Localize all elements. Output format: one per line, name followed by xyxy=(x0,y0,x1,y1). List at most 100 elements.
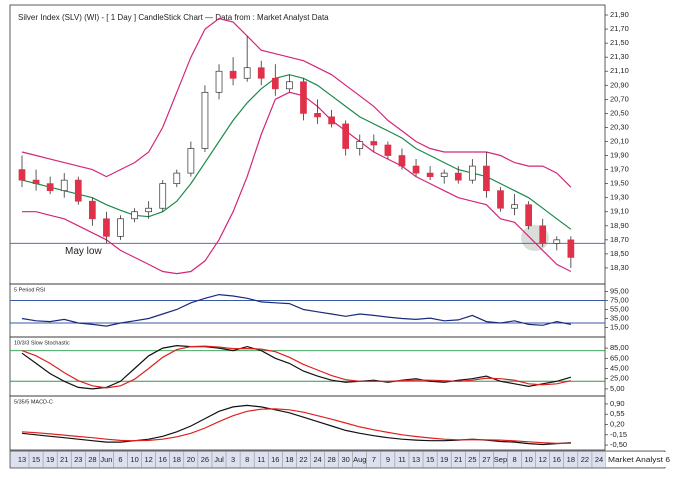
panel-title: 5/35/5 MACD-C xyxy=(14,399,53,405)
x-tick-label: 12 xyxy=(144,455,152,464)
candle-body xyxy=(60,179,68,192)
x-tick-label: 8 xyxy=(245,455,249,464)
x-tick-label: 16 xyxy=(553,455,561,464)
candle-body xyxy=(328,116,335,125)
x-tick-label: 21 xyxy=(454,455,462,464)
candle-body xyxy=(342,123,350,149)
series-line xyxy=(21,74,572,230)
candle-body xyxy=(314,113,321,118)
x-tick-label: 3 xyxy=(231,455,235,464)
y-tick-label: 85,00 xyxy=(610,343,629,352)
candle-body xyxy=(511,204,518,209)
candle-body xyxy=(286,81,293,90)
series-line xyxy=(21,17,572,188)
y-tick-label: 19,70 xyxy=(610,165,629,174)
x-tick-label: 18 xyxy=(285,455,293,464)
x-tick-label: 18 xyxy=(567,455,575,464)
y-tick-label: 95,00 xyxy=(610,286,629,295)
y-tick-label: -0,50 xyxy=(610,440,627,449)
chart-title: Silver Index (SLV) (WI) - [ 1 Day ] Cand… xyxy=(18,13,329,22)
candle-body xyxy=(468,165,476,181)
candle-body xyxy=(356,141,364,149)
series-line xyxy=(21,293,572,327)
panel-title: 5 Period RSI xyxy=(14,287,46,293)
y-tick-label: 21,10 xyxy=(610,66,629,75)
panel-title: 10/3/3 Slow Stochastic xyxy=(14,340,70,346)
candle-body xyxy=(74,179,82,202)
x-tick-label: Jul xyxy=(214,455,224,464)
x-tick-label: 15 xyxy=(32,455,40,464)
y-tick-label: 19,30 xyxy=(610,193,629,202)
y-tick-label: 18,70 xyxy=(610,235,629,244)
series-line xyxy=(21,344,572,390)
x-tick-label: 13 xyxy=(412,455,420,464)
candle-body xyxy=(567,239,575,258)
candle-body xyxy=(103,218,110,237)
y-tick-label: 21,30 xyxy=(610,52,629,61)
x-tick-label: 16 xyxy=(271,455,279,464)
annotation: May low xyxy=(65,246,102,257)
y-tick-label: 18,50 xyxy=(610,249,629,258)
x-tick-label: 19 xyxy=(46,455,54,464)
x-tick-label: 11 xyxy=(257,455,265,464)
y-tick-label: 15,00 xyxy=(610,322,629,331)
y-tick-label: 21,50 xyxy=(610,38,629,47)
y-tick-label: 0,90 xyxy=(610,399,625,408)
x-tick-label: Aug xyxy=(353,455,366,464)
x-tick-label: 10 xyxy=(524,455,532,464)
candle-body xyxy=(215,70,223,93)
candle-body xyxy=(131,211,138,220)
candle-body xyxy=(145,207,153,213)
source-box xyxy=(606,452,669,467)
x-tick-label: 9 xyxy=(386,455,390,464)
x-tick-label: 26 xyxy=(201,455,209,464)
x-tick-label: 22 xyxy=(299,455,307,464)
x-tick-label: 7 xyxy=(372,455,376,464)
y-tick-label: 55,00 xyxy=(610,304,629,313)
x-tick-label: 15 xyxy=(426,455,434,464)
x-tick-label: 24 xyxy=(313,455,321,464)
x-tick-label: 23 xyxy=(74,455,82,464)
candle-body xyxy=(525,204,532,227)
y-tick-label: 35,00 xyxy=(610,313,629,322)
y-tick-label: 19,90 xyxy=(610,151,629,160)
candle-body xyxy=(553,239,561,244)
candle-body xyxy=(370,141,378,146)
y-tick-label: 5,00 xyxy=(610,384,625,393)
y-tick-label: 20,90 xyxy=(610,80,629,89)
candle-body xyxy=(32,179,40,184)
y-tick-label: 18,30 xyxy=(610,263,629,272)
candle-body xyxy=(159,183,167,209)
series-line xyxy=(22,91,572,275)
x-tick-label: 28 xyxy=(88,455,96,464)
x-tick-label: 30 xyxy=(342,455,350,464)
y-tick-label: 0,55 xyxy=(610,409,625,418)
x-tick-label: 28 xyxy=(327,455,335,464)
y-tick-label: 19,10 xyxy=(610,207,629,216)
x-tick-label: 20 xyxy=(187,455,195,464)
candle-body xyxy=(243,67,251,79)
y-tick-label: 20,50 xyxy=(610,108,629,117)
x-tick-label: 25 xyxy=(468,455,476,464)
candle-body xyxy=(497,190,504,209)
x-tick-label: 19 xyxy=(440,455,448,464)
x-tick-label: 18 xyxy=(173,455,181,464)
candle-body xyxy=(440,172,448,177)
candle-body xyxy=(257,67,265,79)
y-tick-label: 20,30 xyxy=(610,122,629,131)
x-tick-label: 13 xyxy=(18,455,26,464)
x-tick-label: 10 xyxy=(130,455,138,464)
candle-body xyxy=(187,148,195,174)
y-tick-label: 20,70 xyxy=(610,94,629,103)
candle-body xyxy=(229,70,237,79)
y-tick-label: 19,50 xyxy=(610,179,629,188)
candle-body xyxy=(300,81,307,114)
y-tick-label: 20,10 xyxy=(610,136,629,145)
candle-body xyxy=(117,218,124,237)
candle-body xyxy=(173,172,181,184)
y-tick-label: 45,00 xyxy=(610,363,629,372)
x-tick-label: 27 xyxy=(482,455,490,464)
x-tick-label: 16 xyxy=(159,455,167,464)
